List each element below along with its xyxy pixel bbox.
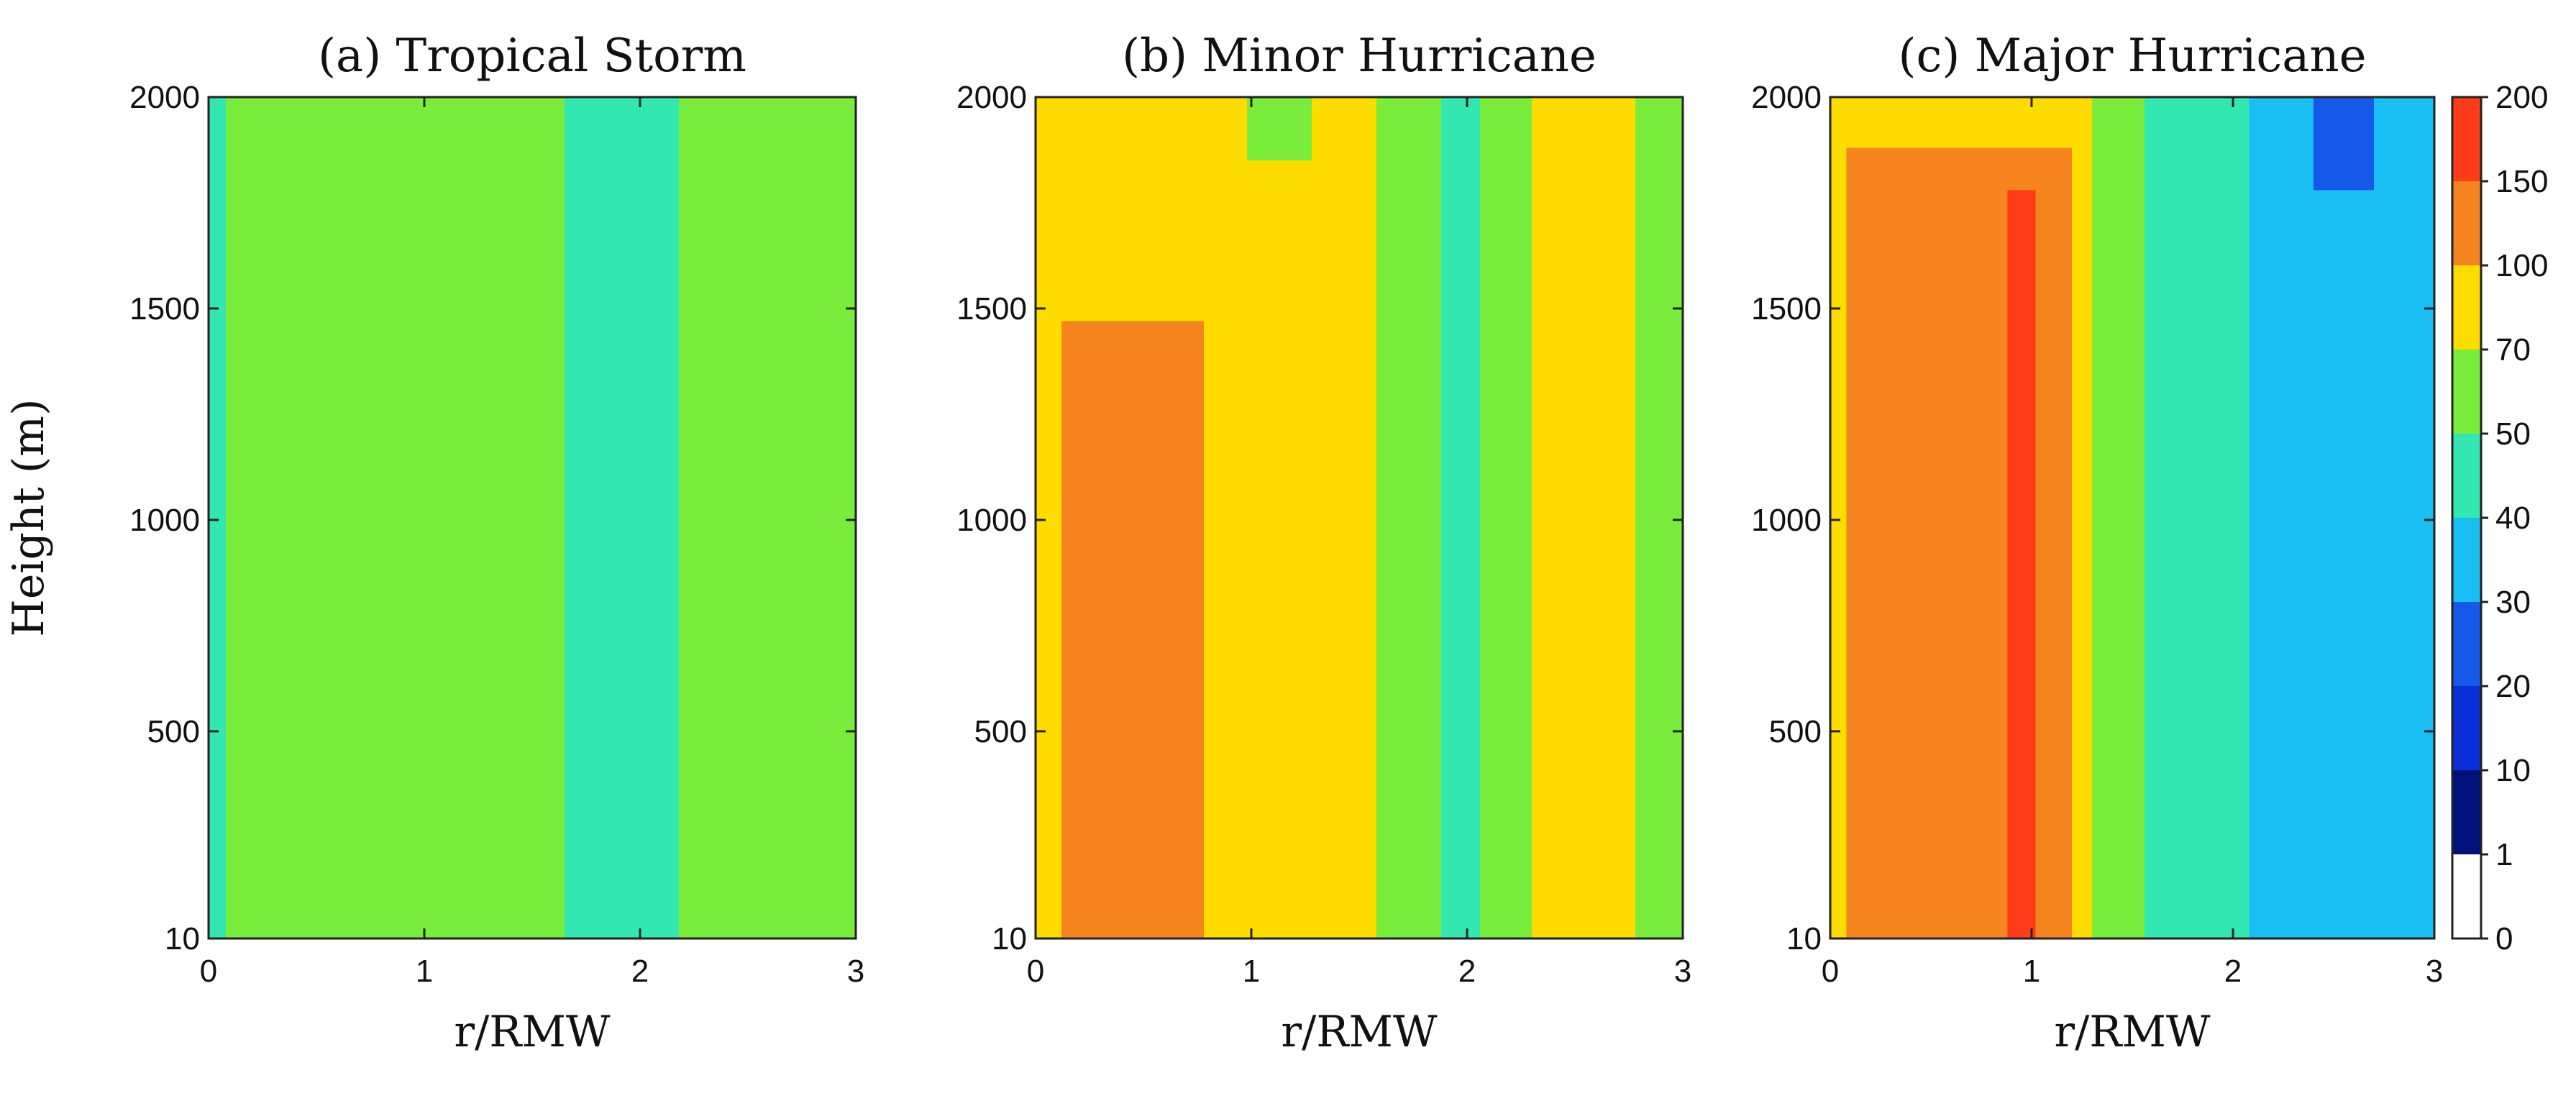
x-tick-label: 2 [2224,954,2242,989]
x-axis-label: r/RMW [454,1007,611,1057]
heatmap-region [1441,97,1480,939]
colorbar-tick-label: 1 [2495,837,2513,872]
y-tick-label: 2000 [956,80,1027,115]
y-tick-label: 1500 [1751,291,1822,326]
colorbar-swatch [2452,97,2481,181]
y-tick-label: 500 [147,714,200,749]
y-tick-label: 1500 [956,291,1027,326]
plot-frame [1034,96,1684,940]
plot-frame [207,96,857,940]
colorbar-tick-label: 200 [2495,80,2548,115]
chart-panel-3: 0 1 2 3 10 500 1000 1500 2000 (c) Major Hurricane… [1751,29,2443,1057]
heatmap-region [565,97,679,939]
y-tick-label: 1500 [129,291,200,326]
heatmap-region [226,97,565,939]
plot-frame [1829,96,2436,940]
colorbar-tick-label: 10 [2495,753,2531,788]
chart-title: (b) Minor Hurricane [1122,29,1597,83]
y-tick-label: 1000 [1751,503,1822,538]
heatmap-region [1247,97,1312,161]
y-axis-label: Height (m) [4,399,54,637]
colorbar-tick-label: 20 [2495,669,2531,704]
colorbar-swatch [2452,350,2481,434]
y-tick-label: 1000 [129,503,200,538]
y-tick-label: 500 [974,714,1027,749]
colorbar-tick-label: 150 [2495,164,2548,199]
x-tick-label: 3 [2426,954,2443,989]
colorbar-swatch [2452,686,2481,770]
chart-title: (c) Major Hurricane [1899,29,2367,83]
colorbar-tick-label: 0 [2495,921,2513,956]
colorbar-swatch [2452,518,2481,602]
x-tick-label: 3 [847,954,864,989]
x-tick-label: 3 [1674,954,1691,989]
x-tick-label: 0 [1822,954,1839,989]
y-tick-label: 10 [992,921,1027,956]
colorbar-swatch [2452,434,2481,518]
x-tick-label: 0 [200,954,217,989]
colorbar-tick-label: 30 [2495,585,2531,620]
x-axis-label: r/RMW [1281,1007,1438,1057]
y-tick-label: 2000 [129,80,200,115]
heatmap-region [1061,321,1204,939]
colorbar-tick-label: 40 [2495,501,2531,536]
y-tick-label: 500 [1769,714,1822,749]
x-tick-label: 2 [631,954,649,989]
heatmap-region [2007,190,2036,939]
x-tick-label: 1 [1243,954,1260,989]
y-tick-label: 10 [1786,921,1822,956]
heatmap-region [209,97,226,939]
x-axis-label: r/RMW [2054,1007,2211,1057]
y-tick-label: 2000 [1751,80,1822,115]
chart-panel-2: 0 1 2 3 10 500 1000 1500 2000 (b) Minor Hurricane… [956,29,1691,1057]
y-tick-label: 10 [165,921,200,956]
x-tick-label: 0 [1027,954,1044,989]
x-tick-label: 2 [1458,954,1476,989]
chart-title: (a) Tropical Storm [318,29,746,83]
colorbar-swatch [2452,602,2481,686]
colorbar-tick-label: 70 [2495,332,2531,367]
heatmap-region [1846,147,2072,939]
chart-panel-1: 0 1 2 3 10 500 1000 1500 2000 (a) Tropical Storm r… [4,29,864,1057]
heatmap-region [1635,97,1683,939]
x-tick-label: 1 [2023,954,2040,989]
colorbar-swatch [2452,265,2481,350]
x-tick-label: 1 [416,954,433,989]
heatmap-region [679,97,856,939]
colorbar-tick-label: 50 [2495,416,2531,452]
colorbar-swatch [2452,770,2481,854]
colorbar-swatch [2452,854,2481,939]
heatmap-region [2314,97,2374,191]
y-tick-label: 1000 [956,503,1027,538]
colorbar-tick-label: 100 [2495,248,2548,283]
colorbar-swatch [2452,181,2481,265]
